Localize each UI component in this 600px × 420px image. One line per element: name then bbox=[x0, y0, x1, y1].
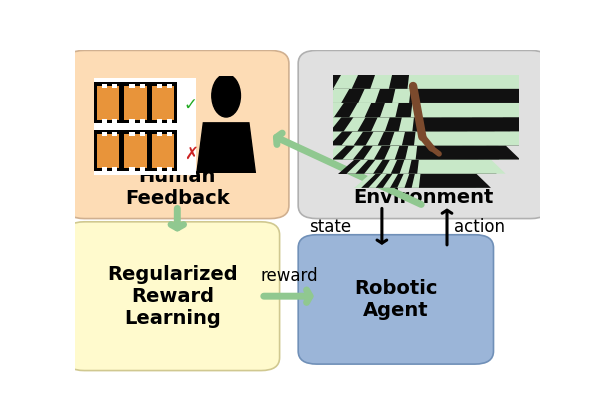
Text: reward: reward bbox=[260, 267, 318, 285]
FancyBboxPatch shape bbox=[66, 50, 289, 218]
Text: Environment: Environment bbox=[353, 188, 494, 207]
FancyBboxPatch shape bbox=[66, 222, 280, 370]
Text: action: action bbox=[454, 218, 505, 236]
FancyBboxPatch shape bbox=[298, 235, 494, 364]
FancyBboxPatch shape bbox=[298, 50, 550, 218]
Text: Human
Feedback: Human Feedback bbox=[125, 167, 230, 208]
Text: Regularized
Reward
Learning: Regularized Reward Learning bbox=[107, 265, 238, 328]
Text: state: state bbox=[310, 218, 352, 236]
Text: Robotic
Agent: Robotic Agent bbox=[354, 279, 437, 320]
